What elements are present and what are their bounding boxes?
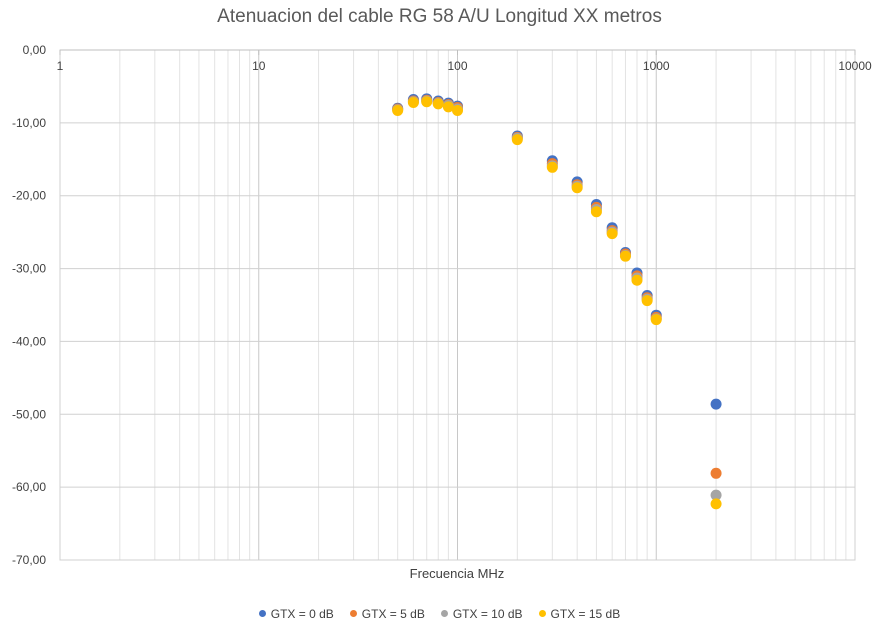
y-tick-label: -70,00 (12, 553, 46, 567)
data-point (571, 182, 583, 194)
legend-marker (349, 610, 357, 617)
data-points (392, 93, 722, 510)
series-gtx-5-db (392, 94, 722, 479)
data-point (407, 96, 419, 108)
legend-label: GTX = 10 dB (452, 606, 523, 621)
legend-marker (440, 610, 448, 617)
series-gtx-0-db (392, 93, 722, 410)
x-tick-label: 10000 (838, 59, 872, 73)
axes: 1 10 100 1000 10000 0,00 -10,00 -20,00 -30,00 -40… (12, 43, 872, 567)
legend-item: GTX = 10 dB (440, 606, 523, 621)
y-tick-label: -50,00 (12, 407, 46, 421)
data-point (442, 101, 454, 113)
legend-marker (258, 610, 266, 617)
x-tick-label: 1000 (643, 59, 670, 73)
legend: GTX = 0 dB GTX = 5 dB GTX = 10 dB GTX = 15 … (0, 606, 879, 621)
data-point (650, 314, 662, 326)
data-point (452, 104, 463, 116)
y-tick-label: -30,00 (12, 262, 46, 276)
gridlines (59, 49, 856, 561)
data-point (641, 295, 653, 307)
y-tick-label: -10,00 (12, 116, 46, 130)
legend-item: GTX = 15 dB (538, 606, 621, 621)
data-point (606, 228, 618, 240)
x-axis-title: Frecuencia MHz (410, 566, 505, 581)
y-tick-label: -20,00 (12, 189, 46, 203)
legend-label: GTX = 5 dB (361, 606, 425, 621)
legend-marker (538, 610, 546, 617)
data-point (710, 489, 722, 501)
data-point (421, 96, 433, 108)
x-tick-label: 100 (447, 59, 467, 73)
data-point (546, 161, 558, 173)
data-point (511, 134, 523, 146)
data-point (590, 206, 602, 218)
chart-title: Atenuacion del cable RG 58 A/U Longitud … (217, 6, 662, 27)
x-tick-label: 1 (57, 59, 64, 73)
legend-label: GTX = 0 dB (270, 606, 334, 621)
legend-label: GTX = 15 dB (550, 606, 621, 621)
data-point (710, 498, 722, 510)
y-tick-label: 0,00 (23, 43, 47, 57)
x-tick-label: 10 (252, 59, 266, 73)
series-gtx-15-db (392, 96, 722, 510)
data-point (710, 398, 722, 410)
data-point (392, 104, 404, 116)
y-tick-label: -60,00 (12, 480, 46, 494)
legend-item: GTX = 0 dB (258, 606, 334, 621)
data-point (710, 467, 722, 479)
legend-item: GTX = 5 dB (349, 606, 425, 621)
data-point (432, 98, 444, 110)
data-point (619, 250, 631, 262)
y-tick-label: -40,00 (12, 334, 46, 348)
data-point (631, 274, 643, 286)
series-gtx-10-db (392, 95, 722, 501)
